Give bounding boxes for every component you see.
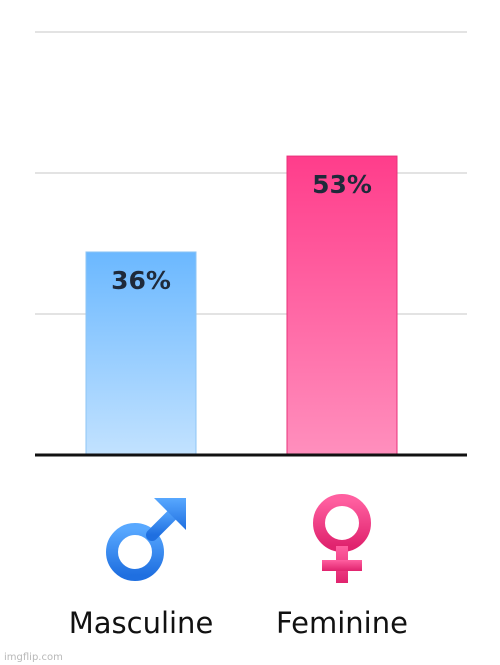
category-labels: Masculine Feminine [69,606,408,640]
category-label-feminine: Feminine [276,606,408,640]
female-symbol-icon [313,494,371,583]
male-symbol-icon [106,498,186,581]
data-label-feminine: 53% [312,170,372,199]
bar-masculine [85,251,197,456]
category-label-masculine: Masculine [69,606,214,640]
bars: 36% 53% [85,155,398,456]
data-label-masculine: 36% [111,266,171,295]
watermark: imgflip.com [4,652,63,663]
bar-feminine [286,155,398,456]
